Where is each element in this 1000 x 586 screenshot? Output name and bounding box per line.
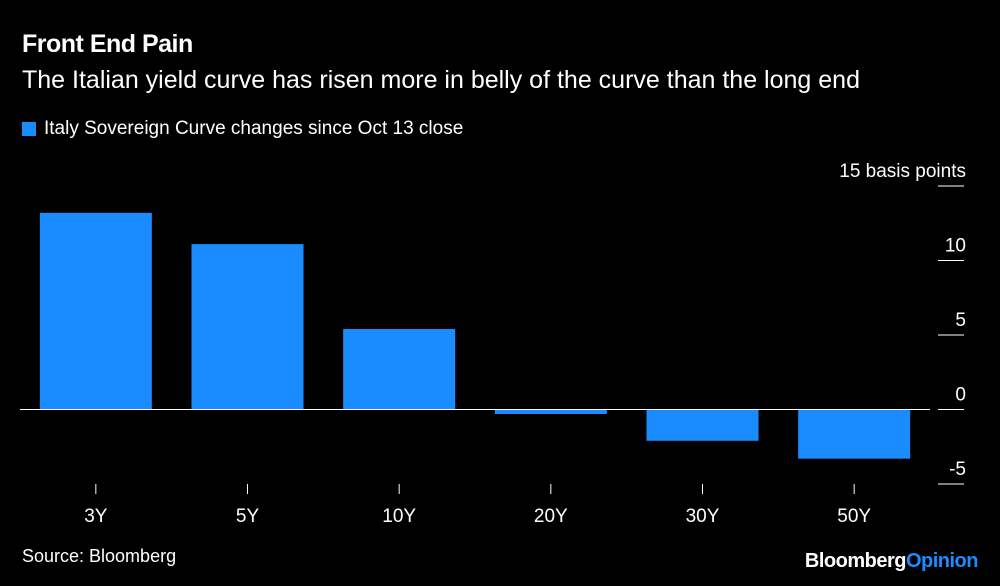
- logo-secondary: Opinion: [905, 550, 979, 572]
- x-tick-label: 3Y: [84, 506, 108, 527]
- logo-primary: Bloomberg: [804, 550, 907, 572]
- bar-10y: [343, 329, 456, 410]
- legend-swatch: [22, 122, 36, 136]
- bar-5y: [191, 244, 304, 410]
- bloomberg-opinion-logo: BloombergOpinion: [804, 550, 979, 573]
- y-tick-label: 10: [945, 236, 966, 257]
- legend-label: Italy Sovereign Curve changes since Oct …: [44, 118, 464, 139]
- chart-subtitle: The Italian yield curve has risen more i…: [22, 66, 860, 94]
- y-tick-label: 15 basis points: [839, 161, 966, 182]
- x-tick-label: 50Y: [837, 506, 871, 527]
- legend: Italy Sovereign Curve changes since Oct …: [22, 118, 463, 140]
- bar-3y: [39, 212, 152, 410]
- bar-50y: [798, 409, 911, 459]
- x-tick-label: 10Y: [382, 506, 416, 527]
- y-tick-label: -5: [949, 459, 966, 480]
- x-tick-label: 20Y: [534, 506, 568, 527]
- x-tick-label: 5Y: [236, 506, 260, 527]
- source-note: Source: Bloomberg: [22, 546, 177, 566]
- y-tick-label: 0: [955, 385, 966, 406]
- x-tick-label: 30Y: [686, 506, 720, 527]
- bar-30y: [646, 409, 759, 441]
- bar-20y: [494, 409, 607, 414]
- chart-title: Front End Pain: [22, 30, 193, 58]
- y-tick-label: 5: [955, 310, 966, 331]
